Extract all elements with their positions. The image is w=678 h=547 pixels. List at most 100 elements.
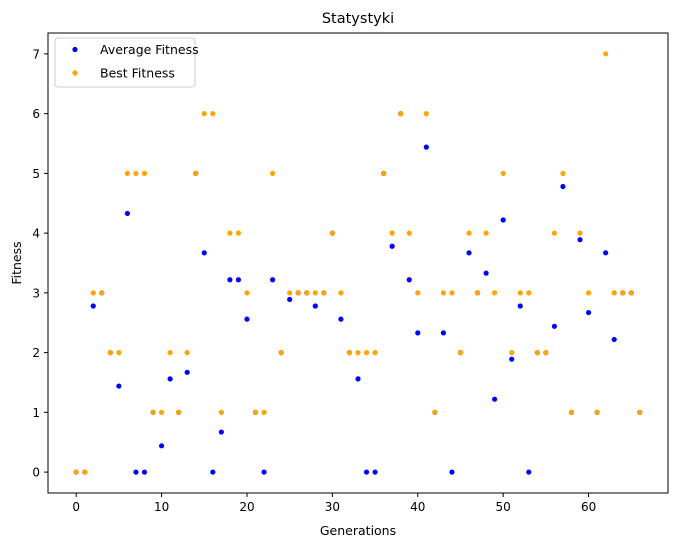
average-fitness-point	[466, 250, 472, 256]
best-fitness-point	[637, 409, 643, 415]
best-fitness-point	[534, 350, 540, 356]
best-fitness-point	[457, 350, 464, 356]
y-tick-label: 0	[32, 466, 40, 480]
average-fitness-point	[227, 277, 233, 283]
best-fitness-point	[398, 111, 404, 117]
legend-label-best: Best Fitness	[100, 66, 175, 81]
best-fitness-point	[440, 290, 446, 296]
best-fitness-point	[176, 409, 182, 415]
average-fitness-point	[218, 429, 224, 435]
average-fitness-point	[355, 376, 361, 382]
average-fitness-point	[184, 369, 190, 375]
average-fitness-point	[338, 316, 344, 322]
best-fitness-point	[372, 350, 378, 356]
average-fitness-point	[492, 396, 498, 402]
average-fitness-point	[116, 383, 122, 389]
best-fitness-point	[107, 350, 113, 356]
average-fitness-point	[423, 144, 429, 150]
average-fitness-point	[90, 303, 96, 309]
best-fitness-point	[432, 409, 438, 415]
best-fitness-point	[184, 350, 190, 356]
best-fitness-point	[82, 469, 88, 475]
best-fitness-point	[141, 170, 148, 176]
average-fitness-point	[210, 469, 216, 475]
average-fitness-point	[270, 277, 276, 283]
y-tick-label: 5	[32, 167, 40, 181]
best-fitness-point	[261, 409, 267, 415]
average-fitness-point	[141, 469, 148, 475]
best-fitness-point	[620, 290, 626, 296]
y-tick-label: 4	[32, 227, 40, 241]
best-fitness-point	[252, 409, 259, 415]
best-fitness-point	[321, 290, 327, 296]
best-fitness-point	[287, 290, 293, 296]
best-fitness-point	[423, 111, 429, 117]
best-fitness-point	[577, 230, 583, 236]
best-fitness-point	[389, 230, 395, 236]
average-fitness-point	[526, 469, 532, 475]
best-fitness-point	[543, 350, 549, 356]
legend-marker-best	[72, 70, 78, 76]
average-fitness-point	[363, 469, 370, 475]
best-fitness-point	[338, 290, 344, 296]
average-fitness-point	[560, 183, 566, 190]
best-fitness-point	[517, 290, 523, 296]
legend-marker-average	[72, 46, 78, 53]
average-fitness-point	[509, 356, 515, 362]
y-tick-label: 1	[32, 406, 40, 420]
chart-title: Statystyki	[322, 11, 394, 27]
best-fitness-point	[483, 230, 489, 236]
best-fitness-point	[355, 350, 361, 356]
best-fitness-point	[466, 230, 472, 236]
best-fitness-point	[509, 350, 515, 356]
best-fitness-point	[312, 290, 318, 296]
best-fitness-point	[124, 170, 131, 176]
best-fitness-point	[270, 170, 276, 176]
data-points	[73, 51, 643, 475]
x-tick-label: 30	[325, 500, 340, 514]
average-fitness-point	[406, 277, 412, 283]
best-fitness-point	[594, 409, 600, 415]
average-fitness-point	[500, 217, 506, 223]
best-fitness-point	[218, 409, 224, 415]
average-fitness-point	[235, 277, 242, 283]
average-fitness-point	[585, 309, 592, 316]
average-fitness-point	[201, 250, 207, 256]
x-tick-label: 0	[72, 500, 80, 514]
best-fitness-point	[551, 230, 558, 236]
average-fitness-point	[261, 469, 267, 475]
best-fitness-point	[99, 290, 105, 296]
best-fitness-point	[278, 350, 284, 356]
best-fitness-point	[133, 170, 139, 176]
best-fitness-point	[210, 111, 216, 117]
x-tick-label: 50	[496, 500, 511, 514]
best-fitness-point	[193, 170, 199, 176]
best-fitness-point	[116, 350, 122, 356]
best-fitness-point	[406, 230, 412, 236]
best-fitness-point	[73, 469, 79, 475]
average-fitness-point	[440, 330, 446, 336]
average-fitness-point	[517, 303, 523, 309]
best-fitness-point	[304, 290, 310, 296]
average-fitness-point	[611, 336, 617, 343]
average-fitness-point	[287, 296, 293, 303]
legend: Average Fitness Best Fitness	[54, 37, 199, 88]
best-fitness-point	[611, 290, 617, 296]
best-fitness-point	[158, 409, 165, 415]
best-fitness-point	[568, 409, 575, 415]
best-fitness-point	[227, 230, 233, 236]
average-fitness-point	[603, 250, 609, 256]
average-fitness-point	[449, 469, 455, 475]
average-fitness-point	[158, 443, 165, 449]
best-fitness-point	[603, 51, 609, 57]
y-tick-label: 6	[32, 107, 40, 121]
x-axis-ticks: 0 10 20 30 40 50 60	[72, 493, 596, 514]
best-fitness-point	[201, 111, 207, 117]
plot-frame	[47, 32, 669, 494]
legend-label-average: Average Fitness	[100, 42, 199, 57]
average-fitness-point	[244, 316, 250, 322]
best-fitness-point	[449, 290, 455, 296]
best-fitness-point	[415, 290, 421, 296]
